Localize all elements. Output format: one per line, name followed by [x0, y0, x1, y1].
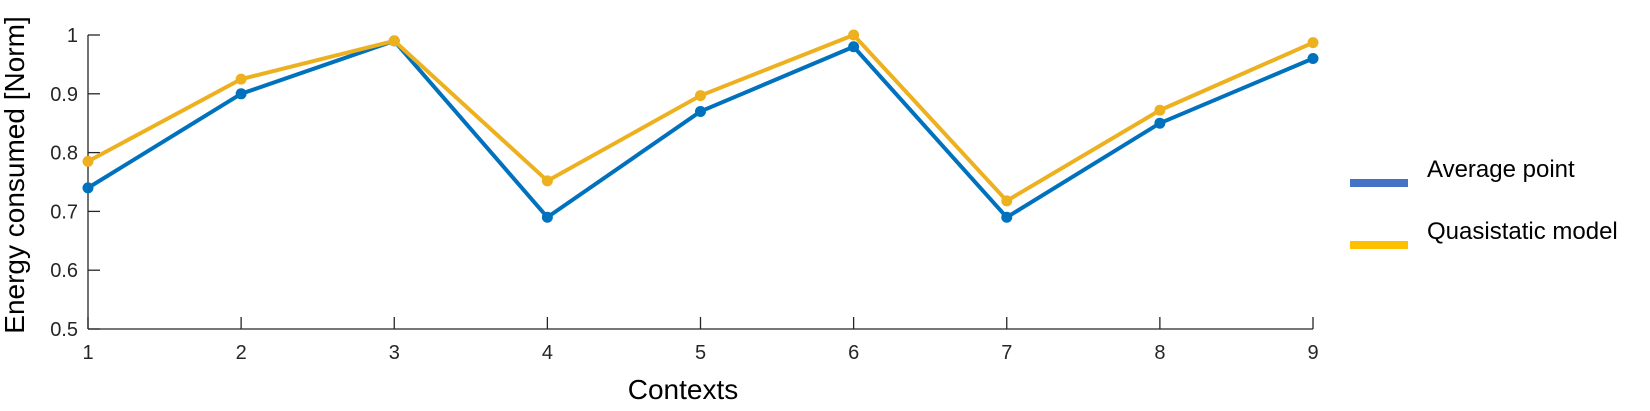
data-point-series-2	[1154, 104, 1166, 116]
x-tick-label: 9	[1307, 342, 1318, 364]
y-tick-label: 0.9	[50, 84, 78, 106]
legend-label-1: Average point	[1427, 156, 1575, 183]
data-point-series-1	[541, 211, 553, 223]
series-line-2	[86, 33, 1315, 203]
axes: 0.5 0.6 0.7 0.8 0.9 1 1 2 3 4 5 6 7 8 9	[50, 25, 1318, 364]
data-point-series-2	[235, 73, 247, 85]
data-point-series-2	[541, 175, 553, 187]
x-tick-label: 2	[236, 342, 247, 364]
data-point-series-2	[1307, 37, 1319, 49]
y-tick-label: 0.6	[50, 260, 78, 282]
y-axis-title: Energy consumed [Norm]	[0, 16, 30, 333]
legend: Average point Quasistatic model	[1350, 156, 1618, 249]
data-point-series-1	[1154, 117, 1166, 129]
x-axis-title: Contexts	[628, 374, 739, 405]
data-point-series-1	[695, 105, 706, 117]
data-point-series-1	[82, 182, 94, 194]
y-tick-label: 0.7	[50, 201, 78, 223]
data-point-series-2	[1001, 195, 1013, 207]
x-tick-label: 5	[695, 342, 706, 364]
data-point-series-2	[82, 155, 94, 167]
data-point-series-1	[1307, 53, 1319, 65]
x-tick-label: 1	[82, 342, 93, 364]
data-point-series-2	[388, 35, 400, 47]
data-point-series-1	[848, 41, 860, 53]
y-tick-label: 0.8	[50, 143, 78, 165]
y-tick-label: 0.5	[50, 319, 78, 341]
x-tick-label: 3	[389, 342, 400, 364]
series-group	[82, 29, 1319, 223]
x-tick-label: 8	[1154, 342, 1165, 364]
x-tick-label: 6	[848, 342, 859, 364]
data-point-series-2	[695, 90, 706, 102]
x-tick-label: 7	[1001, 342, 1012, 364]
y-tick-label: 1	[67, 25, 78, 47]
legend-label-2: Quasistatic model	[1427, 218, 1618, 245]
data-point-series-2	[848, 29, 860, 41]
data-point-series-1	[235, 88, 247, 100]
x-tick-label: 4	[542, 342, 553, 364]
data-point-series-1	[1001, 211, 1013, 223]
